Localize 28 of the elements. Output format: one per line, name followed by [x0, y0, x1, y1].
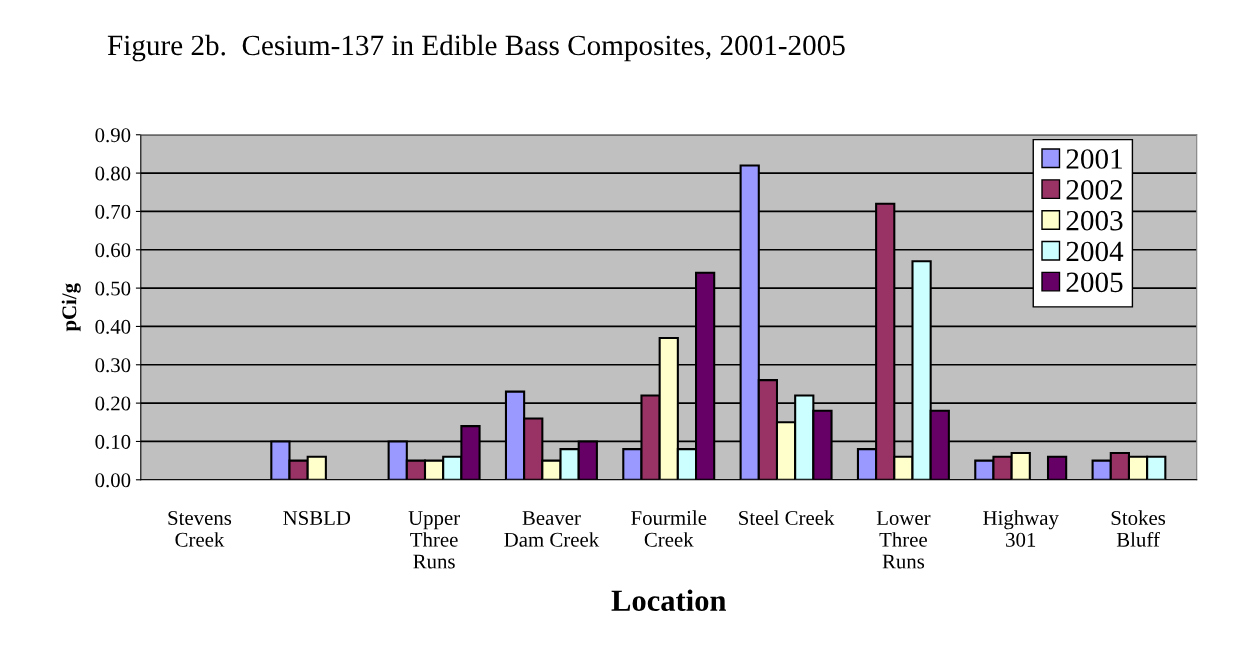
x-axis-title: Location [611, 589, 727, 611]
y-tick-label: 0.60 [95, 243, 131, 258]
y-axis-title: pCi/g [61, 283, 81, 332]
chart-title: Figure 2b. Cesium-137 in Edible Bass Composites, 2001-2005 [107, 34, 845, 62]
x-tick-label: Upper Three Runs [408, 511, 460, 569]
y-tick-label: 0.80 [95, 166, 131, 181]
y-tick-label: 0.20 [95, 396, 131, 411]
x-tick-label: Highway 301 [983, 510, 1059, 547]
bar [1046, 455, 1068, 480]
legend-label: 2004 [1066, 241, 1124, 262]
y-tick-label: 0.90 [95, 128, 131, 143]
y-tick-label: 0.40 [95, 319, 131, 334]
y-tick-label: 0.50 [95, 281, 131, 296]
y-tick-label: 0.70 [95, 204, 131, 219]
x-tick-label: Fourmile Creek [631, 510, 707, 547]
x-tick-label: Stevens Creek [168, 511, 232, 547]
x-tick-label: Lower Three Runs [876, 511, 931, 569]
x-tick-label: Stokes Bluff [1111, 510, 1166, 547]
x-tick-label: Steel Creek [739, 510, 835, 525]
y-tick-label: 0.30 [95, 358, 131, 373]
y-tick-label: 0.00 [95, 473, 131, 488]
legend-label: 2002 [1066, 180, 1123, 200]
legend-label: 2001 [1066, 149, 1122, 169]
y-tick-label: 0.10 [95, 434, 131, 449]
legend-label: 2003 [1066, 210, 1123, 231]
legend-label: 2005 [1066, 272, 1123, 293]
x-tick-label: NSBLD [283, 511, 351, 525]
x-tick-label: Beaver Dam Creek [504, 511, 600, 547]
